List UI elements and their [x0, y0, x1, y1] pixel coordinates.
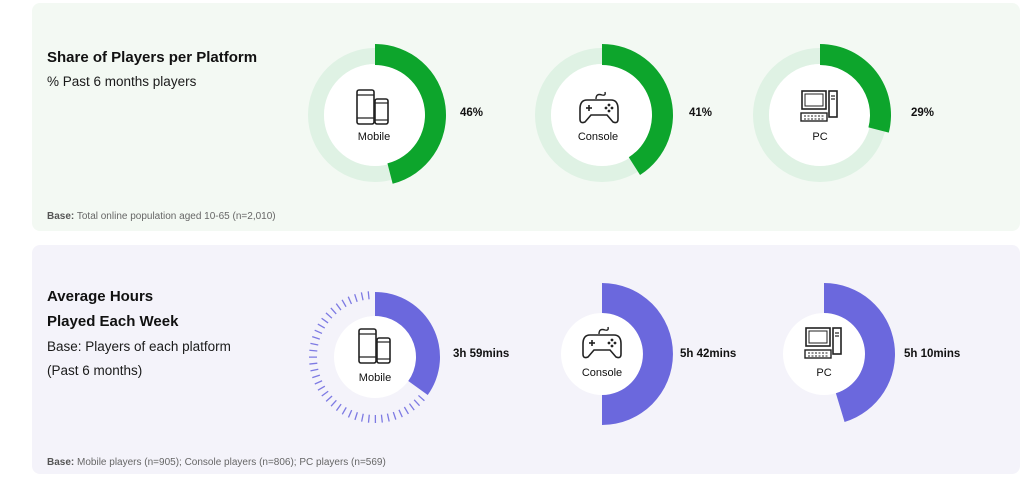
hours-category-label: PC	[816, 367, 832, 379]
console-icon	[582, 326, 622, 359]
hours-tick-mark	[310, 368, 319, 372]
hours-tick-mark	[317, 385, 326, 391]
hours-tick-mark	[367, 414, 370, 423]
hours-tick-mark	[392, 411, 397, 420]
pc-icon	[800, 90, 838, 122]
hours-category-label: Mobile	[358, 372, 392, 384]
hours-tick-mark	[309, 349, 318, 352]
hours-tick-mark	[347, 409, 353, 418]
hours-value-label: 5h 10mins	[904, 348, 961, 360]
share-base-text: Total online population aged 10-65 (n=2,…	[74, 211, 276, 222]
hours-base-label: Base:	[47, 457, 75, 468]
share-category-label: Console	[577, 131, 619, 143]
hours-donut-segment	[602, 283, 673, 425]
share-donut-segment	[602, 44, 673, 175]
hours-tick-mark	[403, 406, 409, 415]
share-value-label: 41%	[689, 107, 713, 119]
hours-tick-mark	[341, 299, 347, 308]
hours-tick-mark	[330, 307, 337, 315]
hours-tick-mark	[321, 390, 329, 397]
share-donut-segment	[820, 44, 891, 133]
hours-panel-title-line1: Average Hours	[47, 288, 154, 305]
hours-tick-mark	[325, 312, 333, 319]
mobile-icon	[356, 89, 389, 125]
share-donut-center	[769, 64, 871, 166]
hours-tick-mark	[354, 294, 358, 303]
hours-tick-mark	[413, 399, 421, 407]
hours-tick-mark	[354, 412, 358, 421]
hours-tick-mark	[417, 394, 425, 402]
share-base-label: Base:	[47, 211, 75, 222]
hours-tick-mark	[325, 395, 333, 402]
share-value-label: 46%	[460, 107, 484, 119]
pc-icon	[804, 327, 842, 359]
hours-tick-mark	[341, 407, 347, 415]
hours-tick-mark	[335, 303, 342, 311]
hours-tick-mark	[408, 403, 415, 411]
share-donut-segment	[375, 44, 446, 184]
hours-tick-mark	[360, 292, 364, 301]
hours-panel-subtitle-line2: (Past 6 months)	[47, 363, 143, 378]
hours-panel-subtitle-line1: Base: Players of each platform	[47, 339, 231, 354]
hours-panel-base-note: Base: Mobile players (n=905); Console pl…	[47, 457, 386, 468]
hours-tick-mark	[398, 409, 403, 418]
share-panel-base-note: Base: Total online population aged 10-65…	[47, 211, 276, 222]
hours-donut-segment	[375, 292, 441, 396]
share-panel-subtitle: % Past 6 months players	[47, 74, 197, 89]
share-panel-title: Share of Players per Platform	[47, 49, 258, 66]
hours-tick-mark	[380, 414, 383, 423]
console-icon	[579, 91, 619, 124]
hours-tick-mark	[335, 403, 342, 411]
share-value-label: 29%	[911, 107, 935, 119]
hours-tick-mark	[386, 413, 390, 422]
hours-value-label: 3h 59mins	[453, 348, 510, 360]
hours-tick-mark	[317, 323, 326, 329]
hours-donut-segment	[824, 283, 896, 422]
hours-tick-mark	[314, 329, 323, 335]
hours-donut-center	[561, 313, 643, 395]
hours-donut-center	[783, 313, 865, 395]
hours-tick-mark	[309, 362, 318, 365]
hours-tick-mark	[312, 374, 321, 379]
mobile-icon	[358, 328, 391, 364]
hours-category-label: Console	[581, 367, 623, 379]
hours-tick-mark	[367, 291, 370, 300]
hours-tick-mark	[347, 296, 353, 305]
hours-base-text: Mobile players (n=905); Console players …	[74, 457, 386, 468]
hours-tick-mark	[314, 380, 323, 385]
hours-panel-title-line2: Played Each Week	[47, 313, 179, 330]
share-category-label: PC	[812, 131, 828, 143]
hours-tick-mark	[361, 413, 364, 422]
hours-value-label: 5h 42mins	[680, 348, 737, 360]
hours-tick-mark	[330, 399, 337, 407]
hours-tick-mark	[310, 342, 319, 346]
hours-tick-mark	[312, 336, 321, 340]
share-category-label: Mobile	[357, 131, 391, 143]
hours-tick-mark	[321, 317, 329, 324]
